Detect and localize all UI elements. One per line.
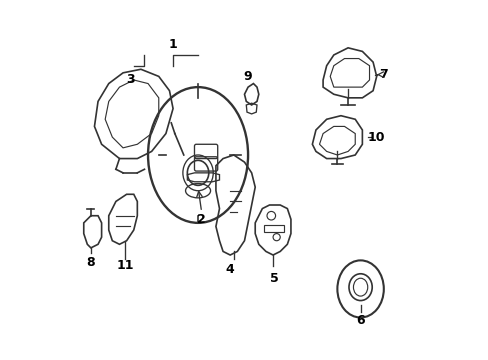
Text: 2: 2 (197, 213, 205, 226)
Text: 10: 10 (367, 131, 385, 144)
Text: 4: 4 (225, 263, 234, 276)
Text: 11: 11 (116, 259, 133, 272)
Text: 1: 1 (168, 38, 177, 51)
Text: 5: 5 (270, 272, 279, 285)
Text: 9: 9 (243, 70, 252, 83)
Text: 6: 6 (356, 314, 364, 327)
Text: 8: 8 (86, 256, 95, 269)
Text: 7: 7 (379, 68, 387, 81)
Bar (264, 225, 283, 232)
Text: 3: 3 (125, 73, 134, 86)
